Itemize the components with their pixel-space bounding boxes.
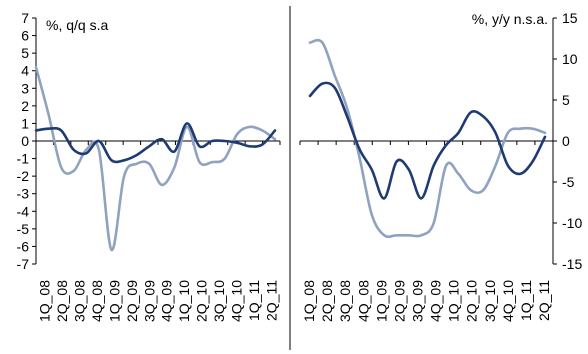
x-tick-label: 4Q_10	[500, 280, 516, 322]
series-dark-line	[308, 81, 547, 200]
x-tick-label: 3Q_10	[211, 280, 227, 322]
y-tick-label: 15	[562, 10, 578, 26]
y-tick-label: -6	[17, 238, 30, 254]
y-tick-label: 1	[21, 115, 29, 131]
y-tick-label: -3	[17, 186, 30, 202]
x-tick-label: 1Q_11	[246, 280, 262, 321]
x-tick-label: 2Q_08	[54, 280, 70, 322]
y-tick-label: 2	[21, 98, 29, 114]
x-tick-label: 3Q_08	[72, 280, 88, 322]
y-tick-label: -15	[562, 256, 582, 272]
series-light-line	[34, 65, 277, 252]
y-tick-label: -7	[17, 256, 30, 272]
x-tick-label: 2Q_09	[391, 280, 407, 322]
x-tick-label: 1Q_08	[301, 280, 317, 322]
y-tick-label: -5	[17, 221, 30, 237]
x-tick-label: 4Q_10	[228, 280, 244, 322]
x-tick-label: 2Q_11	[263, 280, 279, 321]
x-tick-label: 2Q_09	[124, 280, 140, 322]
x-tick-label: 3Q_10	[482, 280, 498, 322]
y-tick-label: 3	[21, 80, 29, 96]
y-tick-label: 4	[21, 63, 29, 79]
x-tick-label: 1Q_09	[106, 280, 122, 322]
y-tick-label: 10	[562, 51, 578, 67]
y-tick-label: -4	[17, 203, 30, 219]
y-tick-label: -1	[17, 151, 30, 167]
x-tick-label: 1Q_10	[176, 280, 192, 322]
x-tick-label: 1Q_08	[37, 280, 53, 322]
x-tick-label: 3Q_09	[141, 280, 157, 322]
y-tick-label: 7	[21, 10, 29, 26]
y-tick-label: 5	[562, 92, 570, 108]
x-tick-label: 4Q_08	[355, 280, 371, 322]
x-tick-label: 2Q_10	[464, 280, 480, 322]
x-tick-label: 1Q_10	[446, 280, 462, 322]
x-tick-label: 2Q_08	[319, 280, 335, 322]
x-tick-label: 1Q_11	[518, 280, 534, 321]
x-tick-label: 4Q_09	[159, 280, 175, 322]
y-tick-label: 0	[562, 133, 570, 149]
x-tick-label: 4Q_09	[428, 280, 444, 322]
x-tick-label: 3Q_08	[337, 280, 353, 322]
x-tick-label: 3Q_09	[409, 280, 425, 322]
series-light-line	[308, 38, 547, 239]
y-tick-label: 0	[21, 133, 29, 149]
y-tick-label: 6	[21, 28, 29, 44]
unit-label: %, q/q s.a	[46, 17, 108, 33]
x-tick-label: 2Q_10	[194, 280, 210, 322]
y-tick-label: 5	[21, 45, 29, 61]
x-tick-label: 1Q_09	[373, 280, 389, 322]
y-tick-label: -5	[562, 174, 575, 190]
y-tick-label: -10	[562, 215, 582, 231]
unit-label: %, y/y n.s.a.	[472, 11, 548, 27]
series-dark-line	[34, 122, 277, 164]
x-tick-label: 4Q_08	[89, 280, 105, 322]
x-tick-label: 2Q_11	[536, 280, 552, 321]
y-tick-label: -2	[17, 168, 30, 184]
